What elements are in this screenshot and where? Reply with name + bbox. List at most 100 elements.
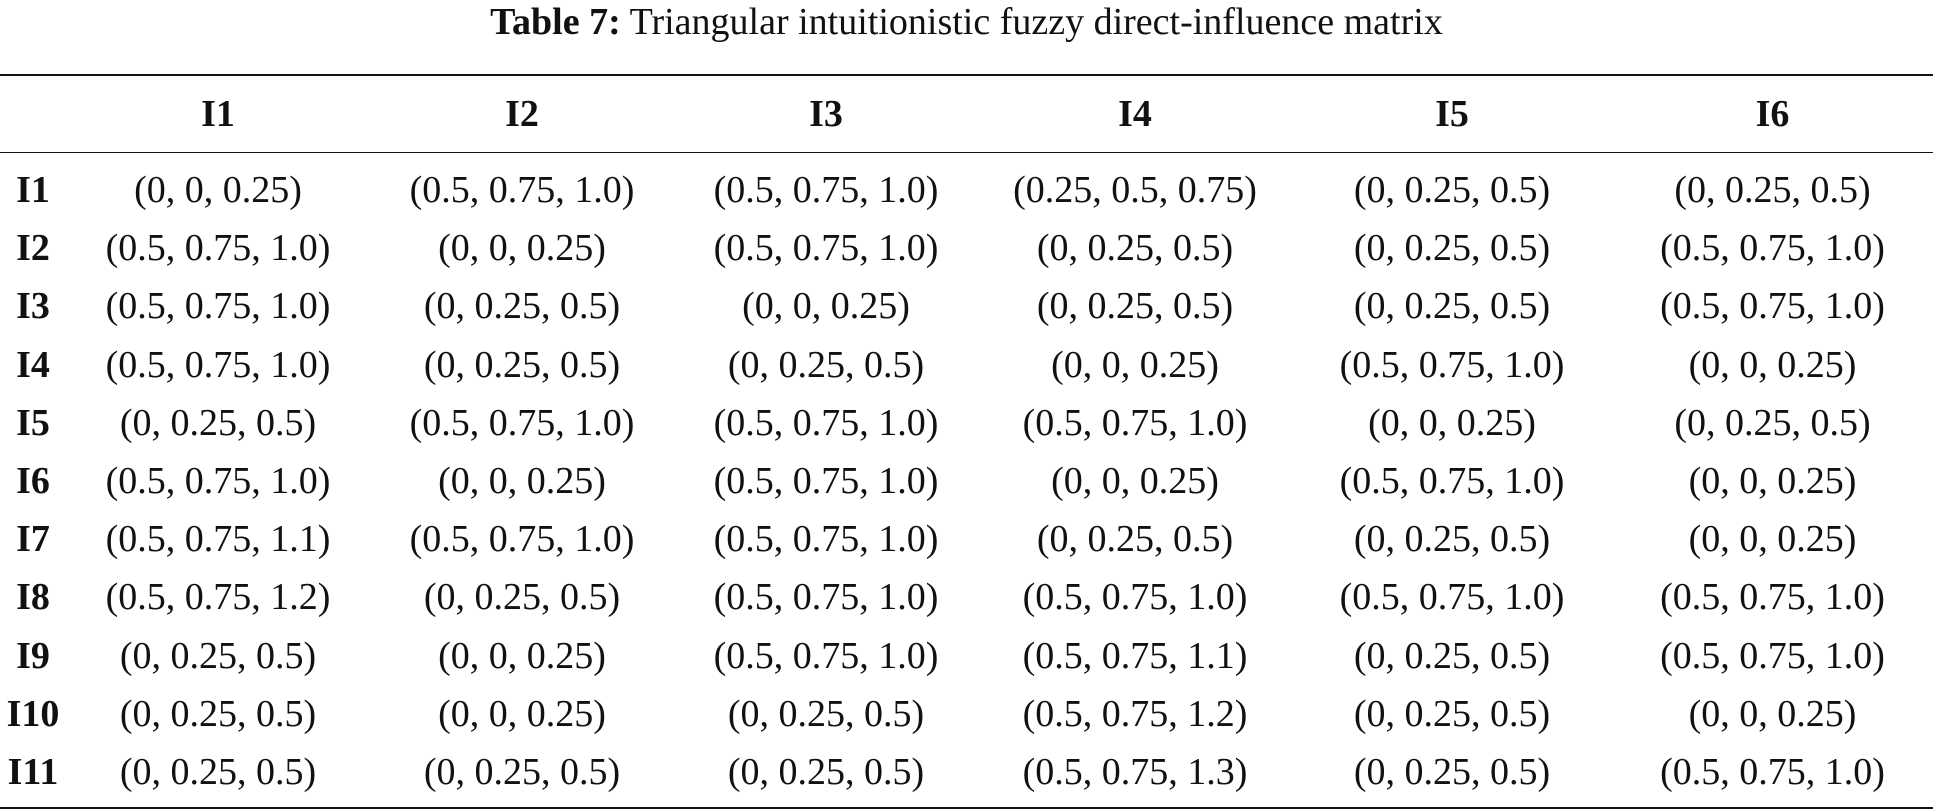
table-row: I5 (0, 0.25, 0.5) (0.5, 0.75, 1.0) (0.5,… (0, 394, 1933, 452)
table-row: I3 (0.5, 0.75, 1.0) (0, 0.25, 0.5) (0, 0… (0, 277, 1933, 335)
table-cell: (0, 0, 0.25) (438, 692, 606, 735)
column-header-i6: I6 (1755, 93, 1790, 135)
corner-header (0, 75, 66, 153)
table-cell: (0.5, 0.75, 1.1) (105, 518, 331, 561)
table-row: I6 (0.5, 0.75, 1.0) (0, 0, 0.25) (0.5, 0… (0, 452, 1933, 510)
table-row: I2 (0.5, 0.75, 1.0) (0, 0, 0.25) (0.5, 0… (0, 219, 1933, 277)
table-cell: (0.5, 0.75, 1.0) (1339, 343, 1565, 386)
table-cell: (0, 0.25, 0.5) (119, 692, 317, 735)
table-cell: (0.5, 0.75, 1.0) (1660, 634, 1885, 677)
table-cell: (0.5, 0.75, 1.0) (409, 169, 635, 212)
row-label: I10 (6, 692, 60, 735)
table-cell: (0.5, 0.75, 1.0) (713, 169, 939, 212)
table-row: I7 (0.5, 0.75, 1.1) (0.5, 0.75, 1.0) (0.… (0, 510, 1933, 568)
table-cell: (0.25, 0.5, 0.75) (1013, 169, 1257, 212)
table-cell: (0.5, 0.75, 1.0) (105, 343, 331, 386)
row-label: I8 (16, 576, 50, 619)
table-cell: (0.5, 0.75, 1.0) (1022, 576, 1248, 619)
table-cell: (0, 0.25, 0.5) (119, 401, 317, 444)
table-cell: (0.5, 0.75, 1.0) (1660, 576, 1885, 619)
table-cell: (0, 0.25, 0.5) (119, 634, 317, 677)
table-row: I11 (0, 0.25, 0.5) (0, 0.25, 0.5) (0, 0.… (0, 743, 1933, 809)
table-cell: (0.5, 0.75, 1.0) (713, 227, 939, 270)
table-cell: (0, 0.25, 0.5) (727, 343, 925, 386)
table-cell: (0, 0, 0.25) (1368, 401, 1536, 444)
table-cell: (0, 0, 0.25) (438, 227, 606, 270)
table-cell: (0.5, 0.75, 1.1) (1022, 634, 1248, 677)
table-cell: (0, 0.25, 0.5) (423, 285, 621, 328)
table-cell: (0.5, 0.75, 1.0) (105, 285, 331, 328)
table-cell: (0, 0, 0.25) (1688, 460, 1857, 503)
table-cell: (0, 0.25, 0.5) (1353, 518, 1551, 561)
table-cell: (0, 0.25, 0.5) (1036, 518, 1234, 561)
table-cell: (0.5, 0.75, 1.0) (409, 401, 635, 444)
table-cell: (0, 0, 0.25) (134, 169, 302, 212)
column-header-i2: I2 (505, 93, 539, 135)
table-cell: (0.5, 0.75, 1.0) (713, 634, 939, 677)
table-cell: (0, 0.25, 0.5) (1353, 169, 1551, 212)
table-cell: (0, 0.25, 0.5) (1674, 169, 1871, 212)
table-cell: (0.5, 0.75, 1.0) (713, 401, 939, 444)
table-cell: (0.5, 0.75, 1.0) (409, 518, 635, 561)
column-header-i5: I5 (1435, 93, 1469, 135)
table-cell: (0.5, 0.75, 1.0) (1660, 285, 1885, 328)
table-cell: (0, 0.25, 0.5) (1353, 285, 1551, 328)
table-cell: (0, 0, 0.25) (1688, 692, 1857, 735)
table-cell: (0, 0, 0.25) (438, 634, 606, 677)
table-cell: (0, 0.25, 0.5) (119, 750, 317, 793)
table-cell: (0, 0.25, 0.5) (727, 750, 925, 793)
table-cell: (0, 0.25, 0.5) (1353, 634, 1551, 677)
table-cell: (0, 0.25, 0.5) (423, 576, 621, 619)
table-cell: (0.5, 0.75, 1.2) (1022, 692, 1248, 735)
table-row: I1 (0, 0, 0.25) (0.5, 0.75, 1.0) (0.5, 0… (0, 153, 1933, 220)
table-cell: (0, 0.25, 0.5) (1674, 401, 1871, 444)
table-row: I9 (0, 0.25, 0.5) (0, 0, 0.25) (0.5, 0.7… (0, 627, 1933, 685)
table-cell: (0.5, 0.75, 1.0) (713, 576, 939, 619)
table-cell: (0.5, 0.75, 1.2) (105, 576, 331, 619)
row-label: I7 (16, 518, 50, 561)
column-header-i4: I4 (1118, 93, 1152, 135)
table-cell: (0.5, 0.75, 1.0) (1339, 460, 1565, 503)
table-cell: (0.5, 0.75, 1.0) (1660, 750, 1885, 793)
table-cell: (0, 0.25, 0.5) (1036, 285, 1234, 328)
table-cell: (0, 0.25, 0.5) (727, 692, 925, 735)
table-cell: (0.5, 0.75, 1.0) (713, 460, 939, 503)
row-label: I9 (16, 634, 50, 677)
table-cell: (0, 0.25, 0.5) (1036, 227, 1234, 270)
table-cell: (0, 0.25, 0.5) (1353, 692, 1551, 735)
table-cell: (0, 0, 0.25) (1688, 518, 1857, 561)
column-header-i1: I1 (201, 93, 235, 135)
table-caption: Table 7: Triangular intuitionistic fuzzy… (0, 2, 1933, 42)
table-row: I10 (0, 0.25, 0.5) (0, 0, 0.25) (0, 0.25… (0, 685, 1933, 743)
row-label: I11 (7, 750, 59, 793)
table-cell: (0.5, 0.75, 1.0) (713, 518, 939, 561)
table-cell: (0, 0, 0.25) (1688, 343, 1857, 386)
table-cell: (0.5, 0.75, 1.0) (1339, 576, 1565, 619)
table-cell: (0.5, 0.75, 1.0) (105, 460, 331, 503)
row-label: I2 (16, 227, 50, 270)
table-cell: (0, 0, 0.25) (438, 460, 606, 503)
table-cell: (0, 0.25, 0.5) (1353, 227, 1551, 270)
table-cell: (0.5, 0.75, 1.3) (1022, 750, 1248, 793)
table-cell: (0.5, 0.75, 1.0) (1022, 401, 1248, 444)
row-label: I5 (16, 401, 50, 444)
table-cell: (0, 0, 0.25) (742, 285, 910, 328)
table-cell: (0, 0.25, 0.5) (423, 343, 621, 386)
table-cell: (0, 0.25, 0.5) (1353, 750, 1551, 793)
caption-text: Triangular intuitionistic fuzzy direct-i… (629, 1, 1443, 43)
table-cell: (0.5, 0.75, 1.0) (105, 227, 331, 270)
row-label: I1 (16, 169, 50, 212)
row-label: I3 (16, 285, 50, 328)
column-header-i3: I3 (809, 93, 843, 135)
table-cell: (0, 0, 0.25) (1051, 343, 1219, 386)
row-label: I4 (16, 343, 50, 386)
table-row: I8 (0.5, 0.75, 1.2) (0, 0.25, 0.5) (0.5,… (0, 568, 1933, 626)
table-header-row: I1 I2 I3 I4 I5 I6 (0, 75, 1933, 153)
table-cell: (0, 0, 0.25) (1051, 460, 1219, 503)
table-cell: (0.5, 0.75, 1.0) (1660, 227, 1885, 270)
direct-influence-matrix-table: I1 I2 I3 I4 I5 I6 I1 (0, 0, 0.25) (0.5, … (0, 74, 1933, 809)
caption-label: Table 7: (490, 1, 621, 43)
table-cell: (0, 0.25, 0.5) (423, 750, 621, 793)
table-row: I4 (0.5, 0.75, 1.0) (0, 0.25, 0.5) (0, 0… (0, 336, 1933, 394)
